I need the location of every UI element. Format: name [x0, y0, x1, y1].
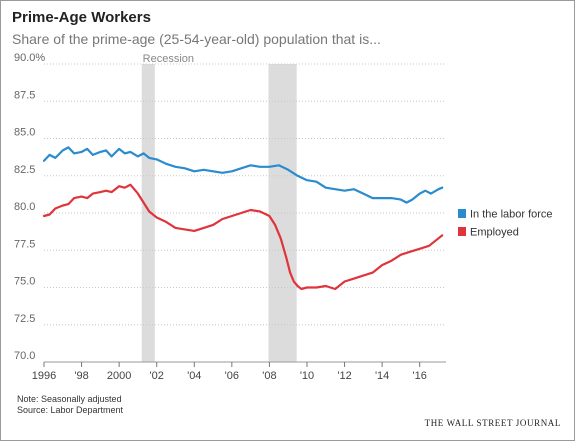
source-note: Source: Labor Department: [17, 405, 124, 415]
x-axis-ticks: 1996 '98 2000 '02 '04 '06 '08 '10 '12 '14 '16: [32, 362, 427, 382]
x-tick-label: 2000: [107, 370, 131, 382]
y-tick-label: 90.0%: [14, 52, 45, 64]
series-line-employed: [42, 183, 444, 291]
note-seasonally-adjusted: Note: Seasonally adjusted: [17, 394, 122, 404]
legend-label: In the labor force: [470, 209, 553, 221]
y-tick-label: 75.0: [14, 276, 35, 288]
x-tick-label: '98: [74, 370, 88, 382]
legend-swatch: [458, 227, 466, 236]
x-tick-label: '16: [413, 370, 427, 382]
y-tick-label: 87.5: [14, 89, 35, 101]
recession-band-2: [268, 64, 297, 362]
y-tick-label: 82.5: [14, 164, 35, 176]
x-tick-label: 1996: [32, 370, 56, 382]
legend: In the labor force Employed: [458, 209, 553, 239]
y-tick-label: 70.0: [14, 350, 35, 362]
x-tick-label: '10: [300, 370, 314, 382]
recession-bands: Recession: [141, 53, 297, 362]
x-tick-label: '12: [337, 370, 351, 382]
y-tick-label: 72.5: [14, 313, 35, 325]
gridlines: [44, 63, 446, 363]
y-tick-label: 80.0: [14, 201, 35, 213]
legend-swatch: [458, 209, 466, 218]
x-tick-label: '04: [187, 370, 201, 382]
series-line-labor-force: [42, 146, 444, 204]
series-lines: [42, 146, 444, 291]
x-tick-label: '08: [262, 370, 276, 382]
y-tick-label: 85.0: [14, 127, 35, 139]
x-tick-label: '14: [375, 370, 389, 382]
x-tick-label: '06: [225, 370, 239, 382]
y-axis-ticks: 90.0% 87.5 85.0 82.5 80.0 77.5 75.0 72.5 70.0: [14, 52, 45, 362]
recession-band-1: [141, 64, 155, 362]
chart-subtitle: Share of the prime-age (25-54-year-old) …: [12, 31, 381, 47]
x-tick-label: '02: [150, 370, 164, 382]
recession-label: Recession: [143, 53, 194, 65]
chart-title: Prime-Age Workers: [12, 9, 151, 26]
legend-label: Employed: [470, 227, 519, 239]
y-tick-label: 77.5: [14, 238, 35, 250]
brand-wordmark: THE WALL STREET JOURNAL: [424, 418, 561, 428]
